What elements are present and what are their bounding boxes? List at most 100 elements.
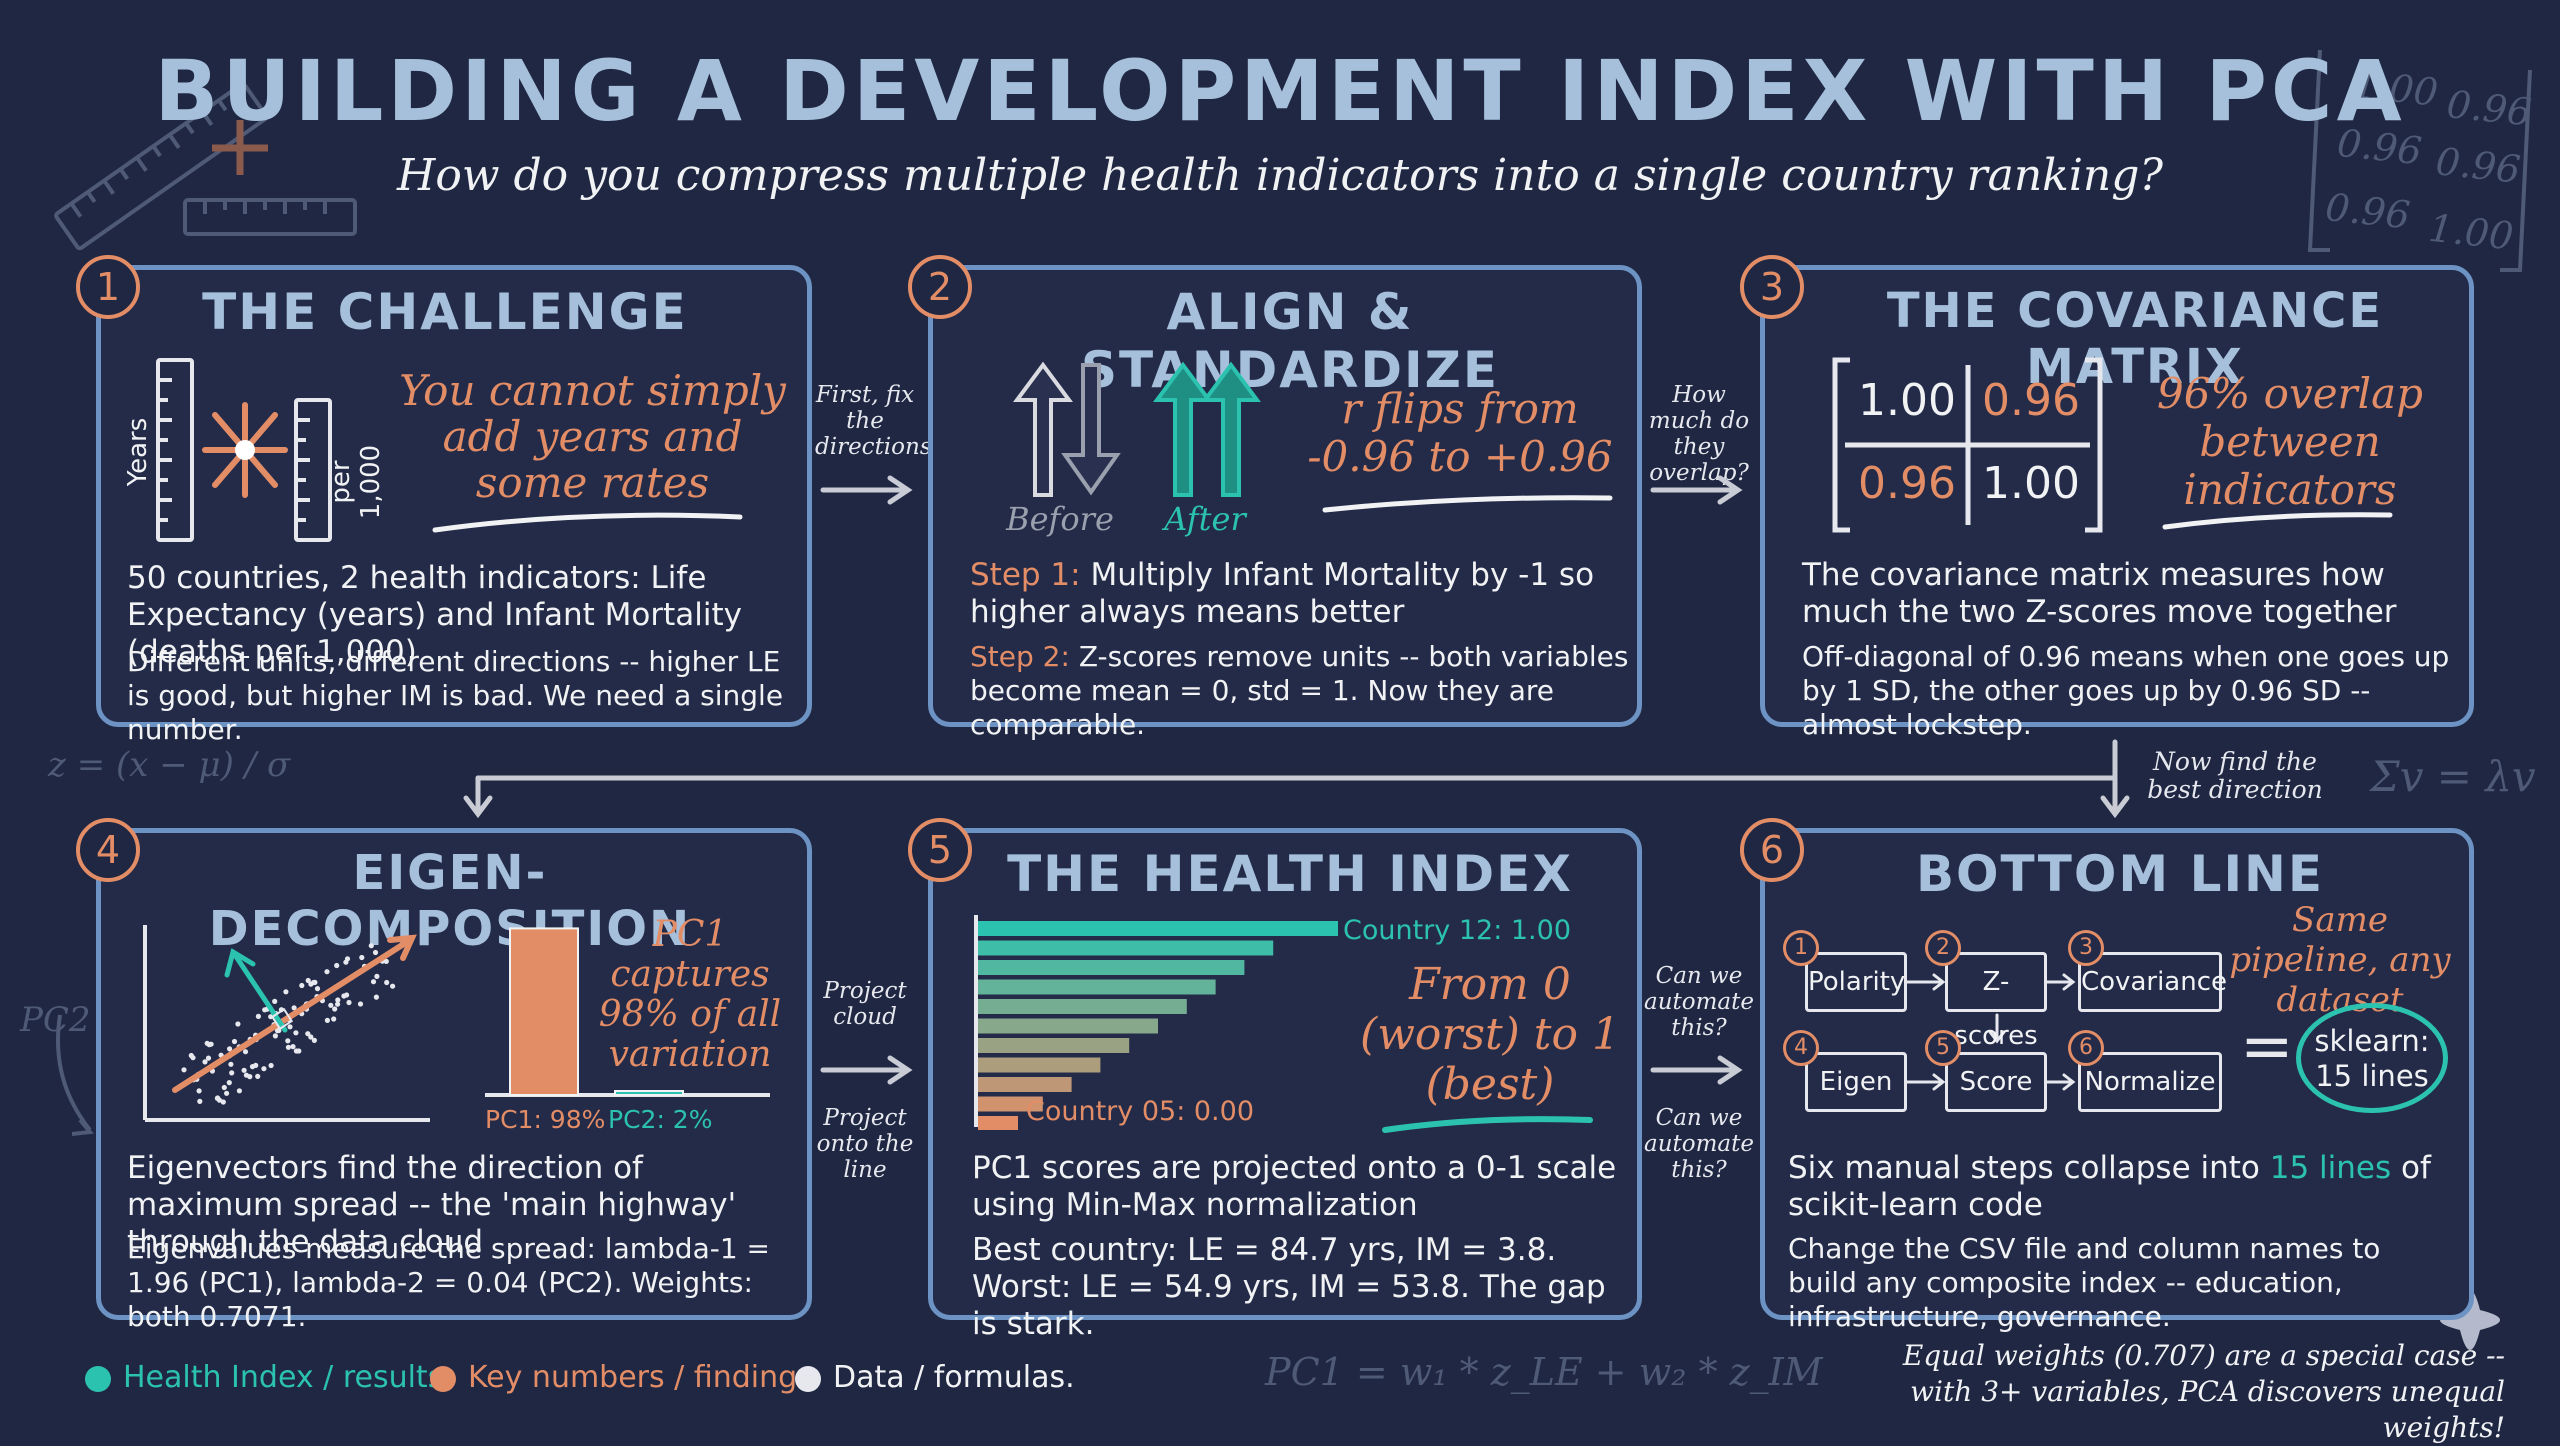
scatter-point [287, 1024, 293, 1030]
footer-note: Equal weights (0.707) are a special case… [1902, 1339, 2505, 1444]
pipeline-step-polarity: Polarity [1805, 952, 1907, 1012]
scatter-point [235, 1021, 241, 1027]
connector-arrow-1-2 [820, 475, 913, 505]
health-index-bar [978, 1057, 1101, 1073]
scatter-point [328, 1002, 334, 1008]
scatter-point [221, 1084, 227, 1091]
covariance-matrix-frame [1832, 357, 2103, 533]
scatter-point [296, 1048, 302, 1054]
panel-number-5: 5 [908, 818, 972, 882]
pipeline-step-number-6: 6 [2068, 1030, 2104, 1066]
pipeline-step-number-4: 4 [1783, 1030, 1819, 1066]
bar-label-pc1: PC1: 98% [485, 1105, 606, 1134]
pipeline-arrows [1905, 973, 2076, 1091]
pipeline-step-score: Score [1945, 1052, 2047, 1112]
legend-dot-teal [85, 1366, 111, 1392]
health-index-bar [978, 1096, 1043, 1112]
scatter-point [231, 1038, 238, 1045]
pipeline-step-zscores: Z-scores [1945, 952, 2047, 1051]
scatter-point [261, 1066, 267, 1072]
scatter-point [181, 1067, 187, 1073]
pipeline-step-covariance: Covariance [2078, 952, 2227, 1012]
equals-sign: = [2240, 1010, 2294, 1084]
health-index-bar [978, 999, 1187, 1014]
scatter-point [335, 997, 341, 1003]
scatter-point [241, 1067, 247, 1073]
legend-label-data: Data / formulas. [833, 1360, 1075, 1395]
covariance-text-2: Off-diagonal of 0.96 means when one goes… [1802, 640, 2450, 741]
scatter-point [229, 1070, 235, 1076]
scatter-point [285, 1038, 291, 1044]
health-index-bar [978, 1077, 1072, 1092]
scatter-point [228, 1061, 234, 1067]
scatter-point [308, 981, 314, 987]
step1-label: Step 1: [970, 557, 1081, 593]
matrix-cell-21: 0.96 [1858, 458, 1956, 509]
health-index-bar [978, 940, 1274, 956]
connector-arrow-2-3 [1650, 475, 1743, 505]
challenge-callout: You cannot simply add years and some rat… [399, 366, 786, 507]
challenge-text-1: 50 countries, 2 health indicators: Life … [127, 560, 742, 670]
scatter-point [346, 999, 352, 1006]
scatter-point [243, 1072, 249, 1078]
legend-label-findings: Key numbers / findings [468, 1360, 813, 1395]
scatter-point [236, 1088, 242, 1094]
health-index-text-2: Best country: LE = 84.7 yrs, IM = 3.8. W… [972, 1232, 1606, 1342]
step1-body: Multiply Infant Mortality by -1 so highe… [970, 557, 1595, 630]
scatter-point [374, 973, 380, 979]
health-index-bar [978, 1018, 1158, 1034]
health-index-callout: From 0 (worst) to 1 (best) [1360, 959, 1620, 1110]
scatter-point [368, 943, 374, 949]
scatter-point [272, 1033, 278, 1039]
legend-dot-white [795, 1366, 821, 1392]
challenge-underline [432, 512, 743, 533]
label-after: After [1164, 500, 1246, 538]
background-eigen-note: Σv = λv [2370, 752, 2536, 801]
sklearn-badge: sklearn: 15 lines [2296, 1003, 2448, 1113]
scatter-point [224, 1090, 230, 1096]
step1-text: Step 1: Multiply Infant Mortality by -1 … [970, 557, 1630, 631]
connector-text-4-5b: Project onto the line [816, 1105, 914, 1183]
bottom-line-callout: Same pipeline, any dataset [2229, 900, 2451, 1020]
panel-number-3: 3 [1740, 255, 1804, 319]
scatter-point [335, 1001, 341, 1007]
health-index-bar [978, 1116, 1018, 1130]
align-callout: r flips from -0.96 to +0.96 [1307, 384, 1613, 481]
panel-number-4: 4 [76, 818, 140, 882]
variance-bar-pc2 [614, 1090, 684, 1096]
health-index-bar [978, 960, 1245, 975]
panel-eigen [96, 828, 812, 1320]
covariance-callout: 96% overlap between indicators [2156, 369, 2423, 514]
bottom-line-text-1a: Six manual steps collapse into [1788, 1150, 2270, 1186]
scatter-point [290, 1044, 296, 1050]
scatter-point [384, 979, 390, 986]
matrix-cell-12: 0.96 [1982, 375, 2080, 426]
pipeline-step-number-5: 5 [1925, 1030, 1961, 1066]
health-index-bar [978, 1038, 1130, 1053]
panel-health-index [928, 828, 1642, 1320]
legend-label-results: Health Index / results [123, 1360, 444, 1395]
panel-title-bottom-line: BOTTOM LINE [1915, 845, 2325, 903]
scatter-point [220, 1099, 226, 1105]
scatter-point [383, 958, 389, 964]
pipeline-step-number-3: 3 [2068, 930, 2104, 966]
scatter-plot [143, 925, 430, 1122]
scatter-point [268, 1062, 274, 1069]
page-subtitle: How do you compress multiple health indi… [396, 150, 2164, 201]
scatter-point [196, 1088, 202, 1094]
challenge-text-2: Different units, different directions --… [127, 645, 784, 746]
scatter-point [283, 989, 289, 995]
background-zscore-note: z = (x − μ) / σ [48, 745, 291, 785]
pipeline-step-number-2: 2 [1925, 930, 1961, 966]
scatter-point [214, 1095, 220, 1101]
scatter-point [331, 1016, 337, 1022]
connector-text-3-6: Now find the best direction [2147, 747, 2323, 804]
bottom-line-text-1b: 15 lines [2269, 1150, 2392, 1186]
scatter-point [312, 979, 318, 985]
eigen-text-2: Eigenvalues measure the spread: lambda-1… [127, 1232, 771, 1333]
connector-text-5-6a: Can we automate this? [1644, 963, 1754, 1041]
scatter-point [205, 1055, 212, 1061]
panel-title-health-index: THE HEALTH INDEX [1007, 845, 1573, 903]
